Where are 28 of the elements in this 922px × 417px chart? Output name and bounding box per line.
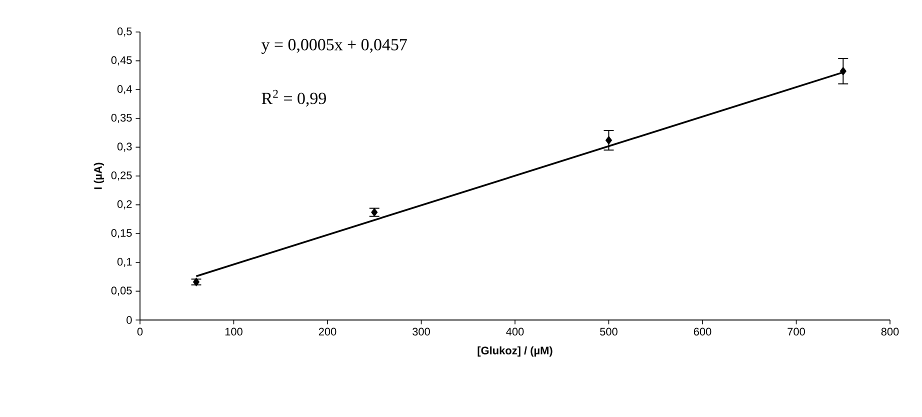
annotation: R$^{2}$ = 0,99	[262, 90, 326, 107]
y-axis-title: I (µA)	[94, 162, 104, 190]
annotation: y = 0,0005x + 0,0457	[261, 38, 407, 54]
y-tick-label: 0,35	[111, 114, 132, 123]
y-tick-label: 0,25	[111, 171, 132, 181]
x-tick-label: 800	[881, 328, 899, 336]
point	[605, 136, 612, 145]
y-tick-label: 0,1	[117, 258, 132, 267]
point	[371, 208, 378, 217]
y-tick-label: 0	[126, 316, 132, 324]
x-tick-label: 300	[412, 328, 430, 336]
x-tick-label: 700	[788, 328, 805, 336]
y-tick-label: 0,2	[117, 200, 132, 210]
x-tick-label: 100	[225, 328, 242, 336]
x-tick-label: 200	[318, 328, 336, 336]
x-tick-label: 400	[506, 328, 524, 336]
y-tick-label: 0,05	[111, 286, 132, 296]
y-tick-label: 0,4	[117, 85, 132, 94]
y-tick-label: 0,3	[117, 142, 132, 152]
x-tick-label: 0	[137, 328, 143, 336]
y-tick-label: 0,45	[111, 56, 132, 66]
y-tick-label: 0,15	[111, 229, 132, 238]
point	[840, 66, 846, 76]
point	[192, 278, 200, 286]
x-axis-title: [Glukoz] / (µM)	[478, 346, 552, 357]
x-tick-label: 500	[600, 328, 618, 336]
x-tick-label: 600	[694, 328, 712, 336]
y-tick-label: 0,5	[117, 27, 132, 37]
